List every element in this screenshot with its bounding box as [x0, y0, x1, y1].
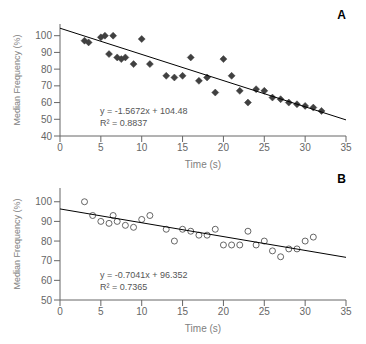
html-text:y = -1.5672x + 104.48: y = -1.5672x + 104.48 — [100, 105, 188, 116]
svg-text:25: 25 — [259, 142, 271, 153]
svg-text:35: 35 — [340, 306, 352, 317]
svg-text:Median Frequency (%): Median Frequency (%) — [12, 34, 22, 125]
svg-text:5: 5 — [98, 306, 104, 317]
html-text:R² = 0.7365: R² = 0.7365 — [100, 281, 148, 292]
svg-text:80: 80 — [41, 236, 53, 247]
svg-text:90: 90 — [41, 47, 53, 58]
svg-text:70: 70 — [41, 80, 53, 91]
svg-text:30: 30 — [300, 142, 312, 153]
svg-text:0: 0 — [57, 306, 63, 317]
svg-text:Time (s): Time (s) — [185, 159, 221, 170]
svg-text:40: 40 — [41, 131, 53, 142]
svg-text:15: 15 — [177, 142, 189, 153]
svg-text:80: 80 — [41, 64, 53, 75]
svg-text:Median Frequency (%): Median Frequency (%) — [12, 198, 22, 289]
svg-text:15: 15 — [177, 306, 189, 317]
svg-text:5: 5 — [98, 142, 104, 153]
svg-text:70: 70 — [41, 255, 53, 266]
html-text:A: A — [337, 8, 346, 22]
svg-text:10: 10 — [136, 306, 148, 317]
html-text:R² = 0.8837: R² = 0.8837 — [100, 117, 148, 128]
svg-text:25: 25 — [259, 306, 271, 317]
svg-text:0: 0 — [57, 142, 63, 153]
svg-text:10: 10 — [136, 142, 148, 153]
svg-text:60: 60 — [41, 97, 53, 108]
html-text:y = -0.7041x + 96.352: y = -0.7041x + 96.352 — [100, 269, 188, 280]
svg-text:50: 50 — [41, 114, 53, 125]
svg-text:100: 100 — [35, 30, 52, 41]
svg-text:Time (s): Time (s) — [185, 323, 221, 334]
svg-text:30: 30 — [300, 306, 312, 317]
svg-text:35: 35 — [340, 142, 352, 153]
svg-text:20: 20 — [218, 306, 230, 317]
svg-text:100: 100 — [35, 196, 52, 207]
svg-text:50: 50 — [41, 295, 53, 306]
svg-text:90: 90 — [41, 216, 53, 227]
svg-text:20: 20 — [218, 142, 230, 153]
html-text:B: B — [337, 172, 346, 186]
svg-text:60: 60 — [41, 275, 53, 286]
